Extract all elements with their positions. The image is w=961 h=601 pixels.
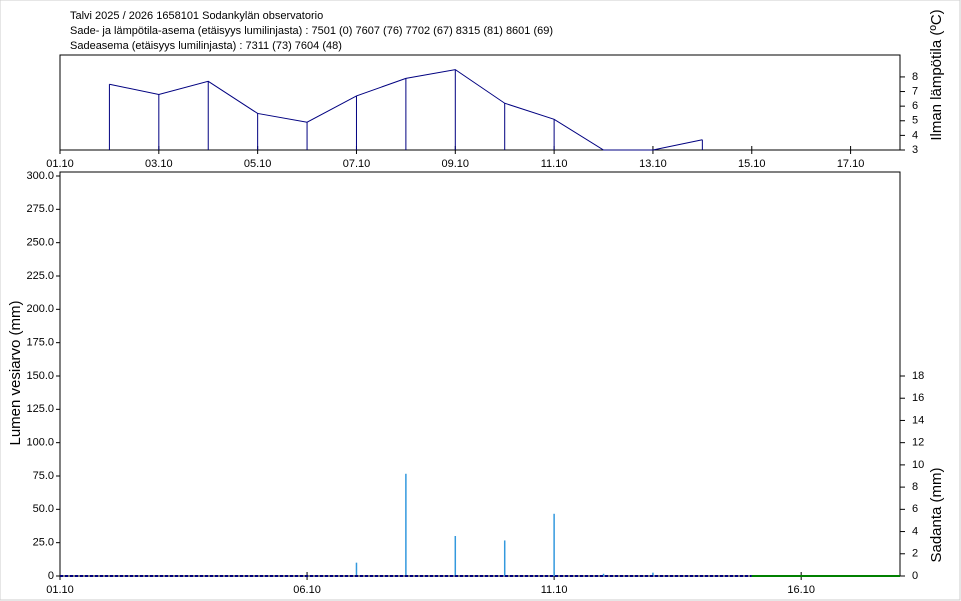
x-tick-label: 09.10 — [442, 158, 470, 170]
y-tick-label: 225.0 — [26, 270, 54, 282]
y2-tick-label: 8 — [912, 481, 918, 493]
y2-tick-label: 18 — [912, 370, 924, 382]
x-tick-label: 11.10 — [541, 584, 568, 596]
y-tick-label: 100.0 — [26, 437, 54, 449]
y-tick-label: 125.0 — [26, 403, 54, 415]
y-tick-label: 50.0 — [33, 503, 54, 515]
x-tick-label: 05.10 — [244, 158, 272, 170]
y2-tick-label: 16 — [912, 392, 924, 404]
y-tick-label: 3 — [912, 144, 918, 156]
x-tick-label: 15.10 — [738, 158, 766, 170]
y-tick-label: 7 — [912, 85, 918, 97]
y2-axis-label: Sadanta (mm) — [928, 467, 945, 562]
header-line: Talvi 2025 / 2026 1658101 Sodankylän obs… — [70, 10, 323, 22]
header-line: Sade- ja lämpötila-asema (etäisyys lumil… — [70, 25, 553, 37]
y2-tick-label: 2 — [912, 548, 918, 560]
y-tick-label: 75.0 — [33, 470, 54, 482]
y-tick-label: 6 — [912, 100, 918, 112]
x-tick-label: 01.10 — [46, 158, 74, 170]
y2-tick-label: 12 — [912, 437, 924, 449]
y2-tick-label: 4 — [912, 525, 918, 537]
y-tick-label: 200.0 — [26, 303, 54, 315]
header-line: Sadeasema (etäisyys lumilinjasta) : 7311… — [70, 40, 342, 52]
y-tick-label: 150.0 — [26, 370, 54, 382]
y-tick-label: 300.0 — [26, 170, 54, 182]
y-tick-label: 175.0 — [26, 337, 54, 349]
plot-frame — [59, 54, 901, 151]
x-tick-label: 13.10 — [639, 158, 667, 170]
y-tick-label: 0 — [48, 570, 54, 582]
y2-tick-label: 14 — [912, 414, 924, 426]
y-tick-label: 250.0 — [26, 237, 54, 249]
y-axis-label: Ilman lämpötila (ºC) — [928, 9, 945, 140]
x-tick-label: 07.10 — [343, 158, 371, 170]
y2-tick-label: 10 — [912, 459, 924, 471]
x-tick-label: 01.10 — [46, 584, 74, 596]
y-tick-label: 5 — [912, 115, 918, 127]
y-axis-label: Lumen vesiarvo (mm) — [7, 300, 24, 445]
x-tick-label: 17.10 — [837, 158, 865, 170]
y2-tick-label: 0 — [912, 570, 918, 582]
y2-tick-label: 6 — [912, 503, 918, 515]
x-tick-label: 16.10 — [787, 584, 815, 596]
y-tick-label: 275.0 — [26, 203, 54, 215]
y-tick-label: 4 — [912, 129, 918, 141]
x-tick-label: 11.10 — [541, 158, 568, 170]
temperature-line — [109, 69, 703, 151]
y-tick-label: 8 — [912, 71, 918, 83]
y-tick-label: 25.0 — [33, 537, 54, 549]
x-tick-label: 03.10 — [145, 158, 173, 170]
x-tick-label: 06.10 — [293, 584, 321, 596]
